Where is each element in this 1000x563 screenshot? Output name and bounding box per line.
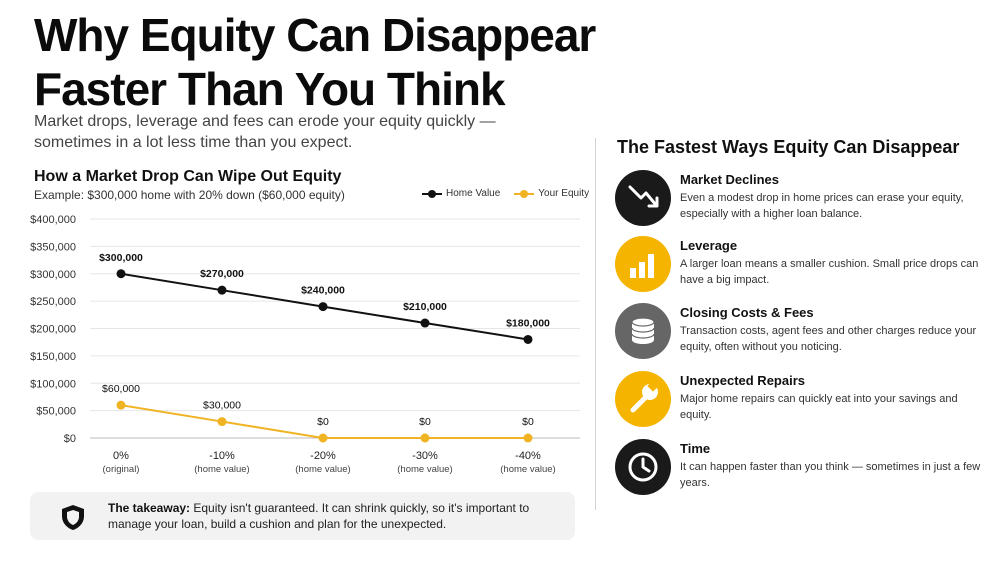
x-tick-sublabel: (home value) [295,464,350,475]
data-label: $0 [317,416,329,428]
reason-description: Major home repairs can quickly eat into … [680,393,958,421]
data-label: $180,000 [506,317,550,329]
data-point [318,433,328,443]
legend-item-your-equity: Your Equity [514,188,589,199]
data-point [116,400,126,410]
x-tick-label: -20% [310,450,336,462]
legend-label-home-value: Home Value [446,188,501,199]
reason-item-closing-costs: Closing Costs & Fees Transaction costs, … [615,303,995,363]
y-tick-label: $0 [64,433,76,445]
shield-icon [62,505,84,530]
legend-item-home-value: Home Value [422,188,500,199]
data-label: $240,000 [301,285,345,297]
chart-legend: Home Value Your Equity [422,188,589,199]
y-tick-label: $400,000 [30,214,76,226]
page-title: Why Equity Can Disappear Faster Than You… [34,8,674,116]
reason-title: Unexpected Repairs [680,373,805,388]
trend-down-icon [615,170,671,226]
y-tick-label: $300,000 [30,269,76,281]
x-tick-label: -40% [515,450,541,462]
x-tick-label: -30% [412,450,438,462]
reason-item-leverage: Leverage A larger loan means a smaller c… [615,236,995,296]
chart-subtitle: Example: $300,000 home with 20% down ($6… [34,188,345,202]
legend-swatch-home-value [422,189,442,198]
data-point [420,318,430,328]
bar-chart-icon [615,236,671,292]
data-label: $0 [522,416,534,428]
data-point [217,285,227,295]
data-point [420,433,430,443]
data-point [217,417,227,427]
x-tick-sublabel: (home value) [500,464,555,475]
x-tick-sublabel: (home value) [397,464,452,475]
reason-title: Closing Costs & Fees [680,305,814,320]
data-label: $270,000 [200,268,244,280]
takeaway-body: Equity isn't guaranteed. It can shrink q… [108,501,530,531]
takeaway-box: The takeaway: Equity isn't guaranteed. I… [30,492,575,540]
data-point [116,269,126,279]
y-tick-label: $50,000 [36,406,76,418]
takeaway-text: The takeaway: Equity isn't guaranteed. I… [108,500,563,532]
clock-icon [615,439,671,495]
y-tick-label: $250,000 [30,296,76,308]
reason-description: It can happen faster than you think — so… [680,461,981,489]
data-label: $60,000 [102,383,140,395]
coins-icon [615,303,671,359]
page-subtitle: Market drops, leverage and fees can erod… [34,113,496,151]
reason-description: A larger loan means a smaller cushion. S… [680,258,979,286]
data-label: $210,000 [403,301,447,313]
legend-swatch-your-equity [514,189,535,198]
reason-title: Time [680,441,711,456]
x-tick-sublabel: (original) [103,464,140,475]
reason-description: Even a modest drop in home prices can er… [680,192,964,220]
x-tick-label: -10% [209,450,235,462]
legend-label-your-equity: Your Equity [538,188,590,199]
page-title-line-1: Why Equity Can Disappear [34,9,596,61]
chart-title: How a Market Drop Can Wipe Out Equity [34,168,342,185]
data-point [523,433,533,443]
y-tick-label: $150,000 [30,351,76,363]
takeaway-label: The takeaway: [108,501,191,515]
data-point [523,334,533,344]
page-title-line-2: Faster Than You Think [34,63,506,115]
y-tick-label: $350,000 [30,241,76,253]
data-point [318,302,328,312]
reason-item-market-declines: Market Declines Even a modest drop in ho… [615,170,995,230]
line-chart: $0 $50,000 $100,000 $150,000 $200,000 $250,00… [30,214,580,475]
reason-item-unexpected-repairs: Unexpected Repairs Major home repairs ca… [615,371,995,431]
reason-title: Market Declines [680,172,779,187]
reason-item-time: Time It can happen faster than you think… [615,439,995,499]
y-tick-label: $200,000 [30,324,76,336]
section-divider [595,138,596,510]
data-label: $30,000 [203,400,241,412]
data-label: $0 [419,416,431,428]
x-tick-sublabel: (home value) [194,464,249,475]
y-tick-label: $100,000 [30,378,76,390]
data-label: $300,000 [99,252,143,264]
wrench-icon [615,371,671,427]
reason-title: Leverage [680,238,738,253]
x-tick-label: 0% [113,450,129,462]
sidebar-title: The Fastest Ways Equity Can Disappear [617,137,960,157]
reason-description: Transaction costs, agent fees and other … [680,325,977,353]
